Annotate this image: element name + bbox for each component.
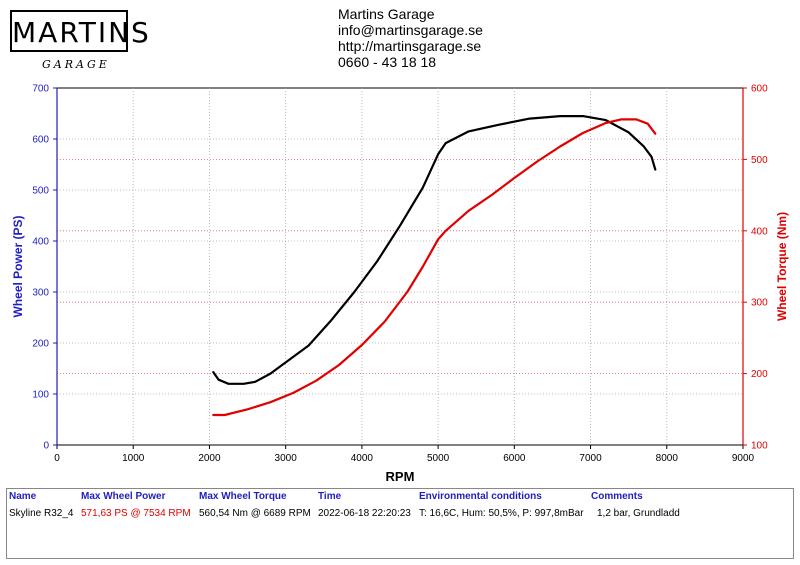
cell-time: 2022-06-18 22:20:23	[318, 508, 411, 519]
y2-tick-label: 400	[751, 226, 768, 237]
plot-area	[56, 87, 744, 446]
x-tick-label: 9000	[732, 453, 755, 464]
y2-tick-label: 300	[751, 298, 768, 309]
logo-subtitle: GARAGE	[42, 58, 110, 71]
contact-company: Martins Garage	[338, 6, 435, 22]
x-tick-label: 3000	[275, 453, 298, 464]
cell-comments: 1,2 bar, Grundladd	[597, 508, 680, 519]
y2-tick-label: 500	[751, 155, 768, 166]
header-time: Time	[318, 491, 342, 502]
x-tick-label: 1000	[122, 453, 145, 464]
y-axis-title: Wheel Power (PS)	[11, 215, 25, 317]
dyno-chart: 0 1000 2000 3000 4000 5000 6000 7000 8000 9000 0 10…	[0, 80, 800, 490]
y-tick-label: 400	[32, 237, 49, 248]
x-tick-label: 6000	[503, 453, 526, 464]
torque-curve	[212, 118, 657, 417]
y2-tick-label: 100	[751, 441, 768, 452]
header-max-torque: Max Wheel Torque	[199, 491, 287, 502]
x-tick-label: 2000	[198, 453, 221, 464]
header-max-power: Max Wheel Power	[81, 491, 166, 502]
contact-email: info@martinsgarage.se	[338, 22, 483, 38]
header-name: Name	[9, 491, 37, 502]
y-tick-label: 600	[32, 135, 49, 146]
y-tick-label: 300	[32, 288, 49, 299]
contact-website: http://martinsgarage.se	[338, 38, 482, 54]
contact-block: Martins Garage info@martinsgarage.se htt…	[338, 6, 483, 70]
x-tick-label: 8000	[656, 453, 679, 464]
x-tick-label: 7000	[579, 453, 602, 464]
y-tick-label: 700	[32, 84, 49, 95]
y-tick-label: 200	[32, 339, 49, 350]
y2-tick-label: 600	[751, 84, 768, 95]
power-curve	[212, 114, 657, 385]
logo: MARTINS	[10, 10, 151, 52]
cell-max-torque: 560,54 Nm @ 6689 RPM	[199, 508, 311, 519]
header-comments: Comments	[591, 491, 643, 502]
y-tick-label: 0	[43, 441, 49, 452]
logo-text: MARTINS	[12, 16, 151, 49]
x-axis-title: RPM	[386, 469, 415, 484]
cell-environment: T: 16,6C, Hum: 50,5%, P: 997,8mBar	[419, 508, 584, 519]
x-tick-label: 0	[54, 453, 60, 464]
header-environment: Environmental conditions	[419, 491, 542, 502]
y-tick-label: 100	[32, 390, 49, 401]
y2-axis-title: Wheel Torque (Nm)	[775, 212, 789, 321]
run-info-table: Name Max Wheel Power Max Wheel Torque Ti…	[6, 488, 794, 559]
dyno-chart-svg: 0 1000 2000 3000 4000 5000 6000 7000 8000 9000 0 10…	[11, 84, 789, 485]
x-tick-label: 4000	[351, 453, 374, 464]
contact-phone: 0660 - 43 18 18	[338, 54, 437, 70]
cell-name: Skyline R32_4	[9, 508, 74, 519]
y2-tick-label: 200	[751, 369, 768, 380]
x-tick-label: 5000	[427, 453, 450, 464]
y-tick-label: 500	[32, 186, 49, 197]
cell-max-power: 571,63 PS @ 7534 RPM	[81, 508, 191, 519]
